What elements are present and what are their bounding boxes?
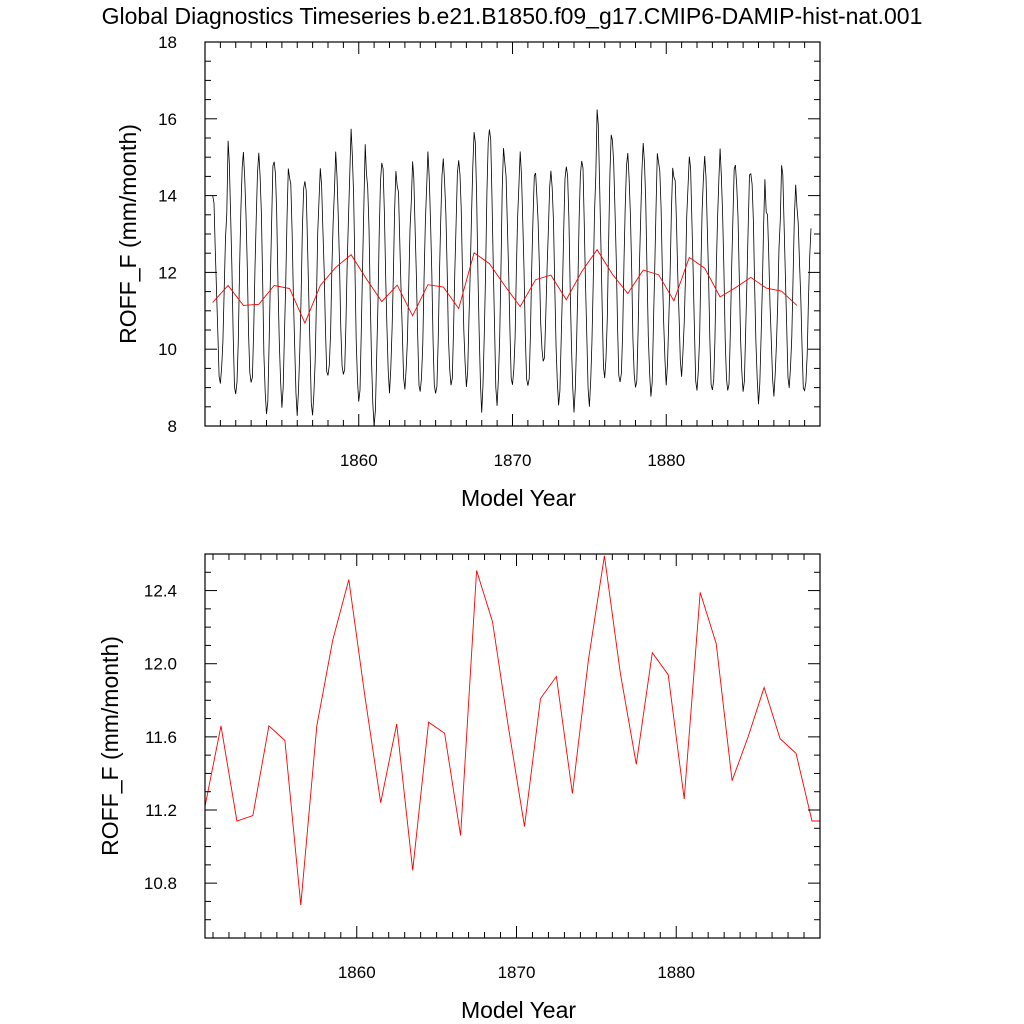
y-tick-label: 11.6 [145,728,177,747]
series-line-monthly [212,109,812,427]
plot-frame [204,553,821,939]
series-line-annual [204,555,820,906]
bottom-panel: 1860 1870 1880 10.8 11.2 11.6 12.0 12.4 Model Ye… [97,553,821,1023]
y-axis-label: ROFF_F (mm/month) [115,124,141,344]
plot-frame [204,41,821,427]
y-tick-label: 10 [158,340,177,359]
y-axis-label: ROFF_F (mm/month) [97,636,123,856]
x-tick-label: 1880 [657,963,695,982]
y-tick-label: 11.2 [145,801,177,820]
top-panel: 1860 1870 1880 8 10 12 14 16 18 Model Year ROFF_F … [115,33,821,511]
x-axis-label: Model Year [461,997,576,1023]
x-tick-label: 1870 [498,963,536,982]
y-tick-label: 8 [168,417,177,436]
series-line-annual [212,248,798,325]
y-tick-label: 12 [158,263,177,282]
x-tick-label: 1860 [340,451,378,470]
y-tick-label: 12.0 [144,655,177,674]
x-tick-label: 1870 [494,451,532,470]
x-axis-label: Model Year [461,485,576,511]
y-tick-label: 10.8 [144,874,177,893]
y-tick-label: 14 [158,187,177,206]
figure-title: Global Diagnostics Timeseries b.e21.B185… [102,3,923,29]
x-tick-label: 1880 [647,451,685,470]
y-tick-label: 18 [158,33,177,52]
x-tick-label: 1860 [338,963,376,982]
y-tick-label: 12.4 [144,582,177,601]
y-tick-label: 16 [158,110,177,129]
